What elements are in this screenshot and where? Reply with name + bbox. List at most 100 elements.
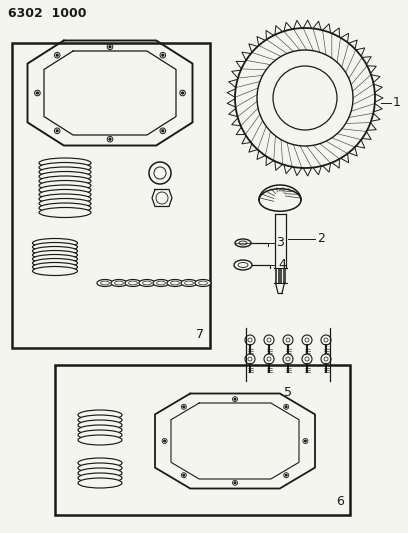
Ellipse shape	[33, 262, 78, 271]
Circle shape	[267, 357, 271, 361]
Circle shape	[248, 338, 252, 342]
Ellipse shape	[33, 251, 78, 260]
Text: 5: 5	[284, 386, 292, 399]
Circle shape	[109, 46, 111, 47]
Ellipse shape	[78, 463, 122, 473]
Ellipse shape	[33, 266, 78, 276]
Circle shape	[154, 167, 166, 179]
Ellipse shape	[39, 158, 91, 168]
Circle shape	[36, 92, 38, 94]
Ellipse shape	[181, 279, 197, 287]
Text: 3: 3	[276, 237, 284, 249]
Text: 6: 6	[336, 495, 344, 508]
Ellipse shape	[78, 420, 122, 430]
Circle shape	[264, 335, 274, 345]
Ellipse shape	[129, 281, 137, 285]
Ellipse shape	[153, 279, 169, 287]
Circle shape	[248, 357, 252, 361]
Ellipse shape	[143, 281, 151, 285]
Circle shape	[183, 474, 184, 476]
Text: 1: 1	[393, 96, 401, 109]
Ellipse shape	[125, 279, 141, 287]
Circle shape	[324, 357, 328, 361]
Ellipse shape	[101, 281, 109, 285]
Circle shape	[286, 474, 287, 476]
Circle shape	[234, 482, 236, 483]
Ellipse shape	[111, 279, 127, 287]
Ellipse shape	[238, 262, 248, 268]
Circle shape	[321, 354, 331, 364]
Ellipse shape	[33, 243, 78, 252]
Circle shape	[321, 335, 331, 345]
Circle shape	[305, 357, 309, 361]
Ellipse shape	[39, 163, 91, 173]
Circle shape	[235, 28, 375, 168]
Text: 7: 7	[196, 328, 204, 341]
Ellipse shape	[33, 246, 78, 255]
Ellipse shape	[259, 189, 301, 211]
Ellipse shape	[234, 260, 252, 270]
Ellipse shape	[39, 194, 91, 204]
Bar	[12, 43, 210, 348]
Circle shape	[286, 357, 290, 361]
Circle shape	[305, 338, 309, 342]
Ellipse shape	[235, 239, 251, 247]
Circle shape	[283, 354, 293, 364]
Ellipse shape	[171, 281, 180, 285]
Circle shape	[257, 50, 353, 146]
Ellipse shape	[78, 435, 122, 445]
Ellipse shape	[39, 207, 91, 217]
Circle shape	[324, 338, 328, 342]
Circle shape	[156, 192, 168, 204]
Circle shape	[283, 335, 293, 345]
Ellipse shape	[78, 410, 122, 420]
Circle shape	[302, 354, 312, 364]
Ellipse shape	[195, 279, 211, 287]
Circle shape	[182, 92, 184, 94]
Ellipse shape	[199, 281, 207, 285]
Ellipse shape	[78, 415, 122, 425]
Ellipse shape	[39, 190, 91, 199]
Ellipse shape	[39, 198, 91, 208]
Circle shape	[286, 406, 287, 408]
Ellipse shape	[33, 259, 78, 268]
Circle shape	[245, 335, 255, 345]
Circle shape	[56, 54, 58, 56]
Text: 2: 2	[317, 232, 325, 245]
Ellipse shape	[139, 279, 155, 287]
Ellipse shape	[39, 185, 91, 195]
Ellipse shape	[78, 473, 122, 483]
Ellipse shape	[157, 281, 165, 285]
Ellipse shape	[239, 241, 247, 245]
Circle shape	[267, 338, 271, 342]
Ellipse shape	[167, 279, 183, 287]
Circle shape	[164, 440, 165, 442]
Circle shape	[245, 354, 255, 364]
Ellipse shape	[39, 203, 91, 213]
Circle shape	[305, 440, 306, 442]
Circle shape	[183, 406, 184, 408]
Circle shape	[273, 66, 337, 130]
Ellipse shape	[184, 281, 193, 285]
Ellipse shape	[78, 425, 122, 435]
Text: 4: 4	[278, 259, 286, 271]
Ellipse shape	[78, 430, 122, 440]
Ellipse shape	[78, 458, 122, 468]
Ellipse shape	[97, 279, 113, 287]
Circle shape	[286, 338, 290, 342]
Ellipse shape	[39, 181, 91, 190]
Ellipse shape	[78, 468, 122, 478]
Ellipse shape	[115, 281, 123, 285]
Circle shape	[162, 54, 164, 56]
Circle shape	[162, 130, 164, 132]
Ellipse shape	[39, 167, 91, 177]
Circle shape	[56, 130, 58, 132]
Circle shape	[149, 162, 171, 184]
Ellipse shape	[39, 176, 91, 186]
Polygon shape	[275, 214, 286, 268]
Circle shape	[234, 398, 236, 400]
Ellipse shape	[33, 254, 78, 263]
Circle shape	[264, 354, 274, 364]
Ellipse shape	[33, 238, 78, 247]
Ellipse shape	[78, 478, 122, 488]
